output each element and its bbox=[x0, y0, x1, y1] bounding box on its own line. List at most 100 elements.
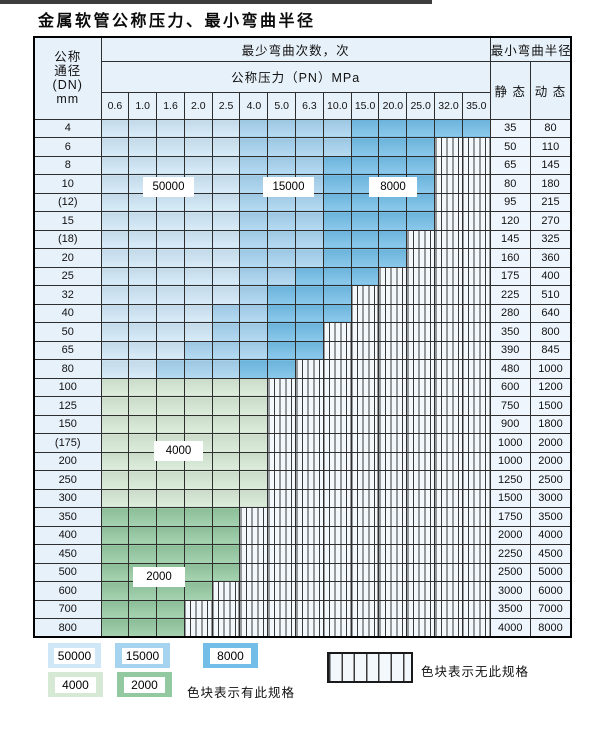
no-spec-cell bbox=[322, 451, 352, 471]
no-spec-cell bbox=[183, 599, 213, 619]
no-spec-cell bbox=[267, 562, 297, 582]
dn-header-line: 通径 bbox=[54, 64, 82, 79]
spec-cell-8000 bbox=[406, 192, 436, 212]
no-spec-cell bbox=[239, 507, 269, 527]
spec-cell-2000 bbox=[128, 618, 158, 638]
no-spec-cell bbox=[350, 451, 380, 471]
spec-cell-8000 bbox=[295, 322, 324, 342]
dn-label: 400 bbox=[33, 525, 102, 545]
spec-cell-15000 bbox=[239, 266, 269, 286]
no-spec-cell bbox=[295, 433, 324, 453]
spec-cell-50000 bbox=[211, 285, 241, 305]
spec-cell-50000 bbox=[100, 155, 130, 175]
no-spec-cell bbox=[350, 544, 380, 564]
pressure-value-header: 0.6 bbox=[100, 91, 130, 120]
spec-cell-50000 bbox=[100, 322, 130, 342]
no-spec-cell bbox=[295, 618, 324, 638]
dn-label: 700 bbox=[33, 599, 102, 619]
dn-label: 10 bbox=[33, 174, 102, 194]
no-spec-cell bbox=[322, 359, 352, 379]
no-spec-cell bbox=[378, 322, 408, 342]
spec-cell-2000 bbox=[211, 562, 241, 582]
spec-cell-50000 bbox=[183, 137, 213, 157]
table-row-dn-50: 50 350 800 bbox=[33, 322, 572, 342]
pressure-value-header: 20.0 bbox=[378, 91, 408, 120]
spec-cell-8000 bbox=[406, 137, 436, 157]
spec-cell-50000 bbox=[211, 118, 241, 138]
spec-cell-4000 bbox=[239, 451, 269, 471]
dn-label: 80 bbox=[33, 359, 102, 379]
spec-cell-4000 bbox=[211, 470, 241, 490]
spec-cell-4000 bbox=[128, 377, 158, 397]
no-spec-cell bbox=[434, 322, 463, 342]
static-radius-value: 2000 bbox=[489, 525, 531, 545]
dn-label: 250 bbox=[33, 470, 102, 490]
legend-swatch-label: 50000 bbox=[54, 647, 95, 664]
no-spec-cell bbox=[434, 285, 463, 305]
spec-cell-50000 bbox=[100, 303, 130, 323]
no-spec-cell bbox=[406, 414, 436, 434]
table-row-dn-175: (175) 1000 2000 bbox=[33, 433, 572, 453]
spec-cell-4000 bbox=[239, 396, 269, 416]
dynamic-radius-value: 7000 bbox=[529, 599, 572, 619]
table-row-dn-350: 350 1750 3500 bbox=[33, 507, 572, 527]
no-spec-cell bbox=[434, 618, 463, 638]
spec-cell-2000 bbox=[128, 525, 158, 545]
dn-label: 300 bbox=[33, 488, 102, 508]
no-spec-cell bbox=[350, 359, 380, 379]
no-spec-cell bbox=[239, 599, 269, 619]
dynamic-radius-value: 1800 bbox=[529, 414, 572, 434]
spec-cell-15000 bbox=[156, 359, 185, 379]
no-spec-cell bbox=[461, 322, 491, 342]
no-spec-cell bbox=[322, 340, 352, 360]
spec-cell-50000 bbox=[156, 118, 185, 138]
no-spec-cell bbox=[434, 488, 463, 508]
dynamic-radius-value: 110 bbox=[529, 137, 572, 157]
dn-header-line: (DN) bbox=[52, 78, 83, 93]
spec-cell-15000 bbox=[239, 303, 269, 323]
legend-swatch-label: 4000 bbox=[54, 676, 97, 693]
no-spec-cell bbox=[378, 562, 408, 582]
dynamic-radius-value: 3500 bbox=[529, 507, 572, 527]
no-spec-cell bbox=[378, 451, 408, 471]
no-spec-cell bbox=[461, 192, 491, 212]
no-spec-cell bbox=[295, 396, 324, 416]
dynamic-radius-value: 80 bbox=[529, 118, 572, 138]
spec-cell-2000 bbox=[100, 581, 130, 601]
static-radius-value: 120 bbox=[489, 211, 531, 231]
no-spec-cell bbox=[211, 581, 241, 601]
spec-cell-4000 bbox=[100, 488, 130, 508]
no-spec-cell bbox=[434, 525, 463, 545]
no-spec-cell bbox=[461, 414, 491, 434]
dn-label: 500 bbox=[33, 562, 102, 582]
spec-cell-50000 bbox=[183, 303, 213, 323]
dn-label: 4 bbox=[33, 118, 102, 138]
no-spec-cell bbox=[322, 599, 352, 619]
spec-cell-4000 bbox=[128, 433, 158, 453]
spec-cell-8000 bbox=[295, 266, 324, 286]
spec-cell-50000 bbox=[211, 174, 241, 194]
no-spec-cell bbox=[461, 155, 491, 175]
no-spec-cell bbox=[350, 562, 380, 582]
spec-cell-50000 bbox=[128, 248, 158, 268]
table-row-dn-700: 700 3500 7000 bbox=[33, 599, 572, 619]
no-spec-cell bbox=[406, 581, 436, 601]
spec-cell-2000 bbox=[100, 562, 130, 582]
no-spec-cell bbox=[322, 544, 352, 564]
static-radius-value: 3500 bbox=[489, 599, 531, 619]
table-row-dn-20: 20 160 360 bbox=[33, 248, 572, 268]
no-spec-cell bbox=[406, 322, 436, 342]
table-row-dn-15: 15 120 270 bbox=[33, 211, 572, 231]
spec-cell-50000 bbox=[211, 248, 241, 268]
no-spec-cell bbox=[267, 488, 297, 508]
no-spec-cell bbox=[322, 396, 352, 416]
pressure-value-header: 1.0 bbox=[128, 91, 158, 120]
spec-cell-4000 bbox=[100, 396, 130, 416]
static-radius-value: 750 bbox=[489, 396, 531, 416]
spec-cell-4000 bbox=[211, 488, 241, 508]
legend-has-spec-text: 色块表示有此规格 bbox=[187, 686, 296, 700]
spec-cell-50000 bbox=[100, 174, 130, 194]
legend-no-spec-swatch bbox=[327, 652, 413, 683]
no-spec-cell bbox=[406, 377, 436, 397]
spec-cell-50000 bbox=[183, 118, 213, 138]
